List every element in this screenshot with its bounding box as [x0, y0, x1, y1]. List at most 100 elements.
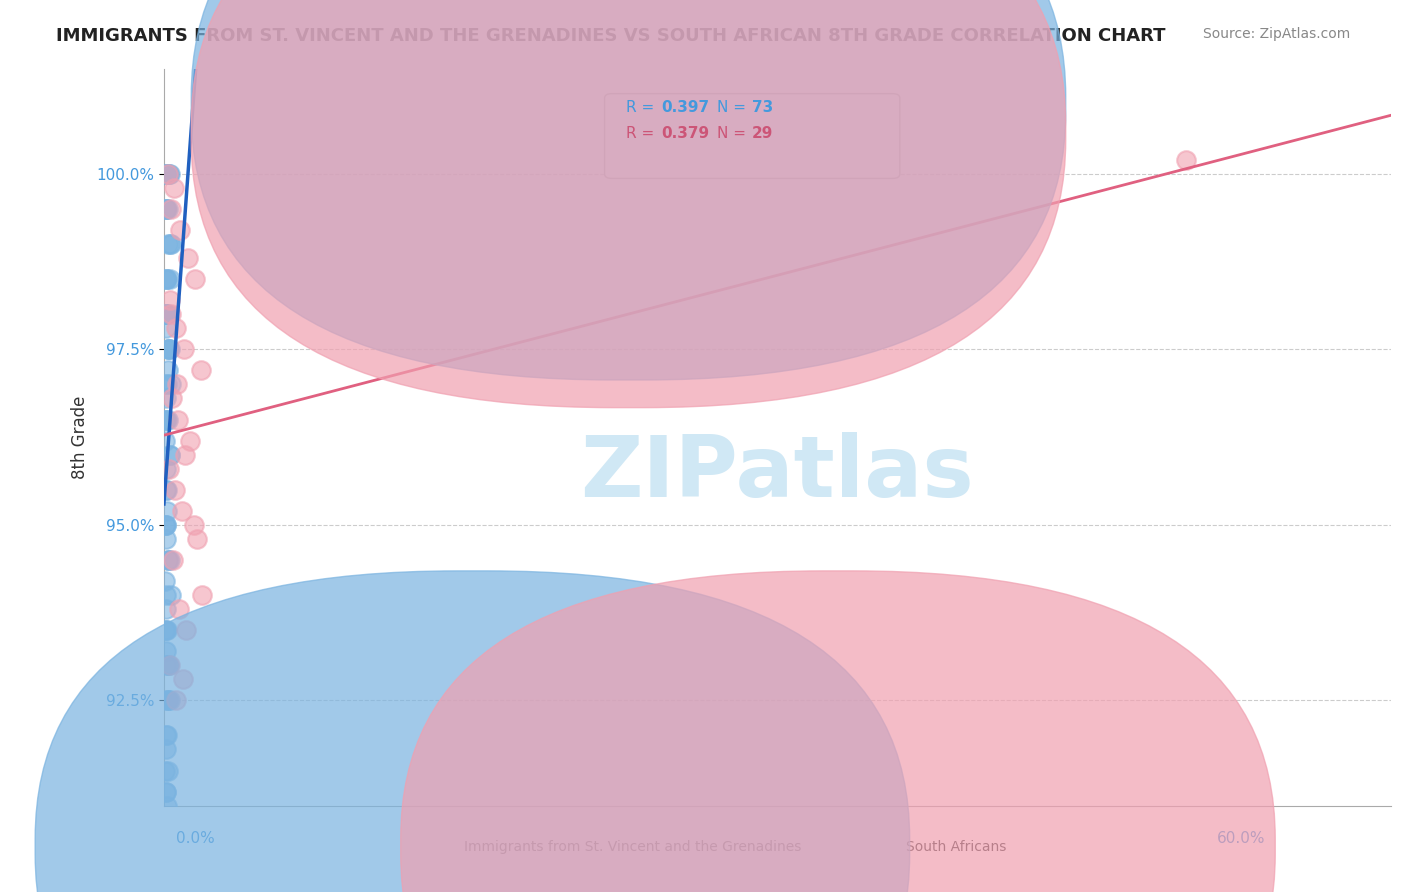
Point	[157, 167, 180, 181]
Point	[167, 412, 190, 426]
Point	[156, 728, 179, 742]
Point	[153, 412, 176, 426]
Point	[155, 202, 177, 216]
Point	[155, 272, 177, 286]
Text: 29: 29	[752, 127, 773, 141]
Point	[167, 602, 190, 616]
Point	[157, 553, 180, 567]
Point	[155, 693, 177, 707]
Point	[165, 321, 187, 335]
Point	[183, 517, 205, 532]
Point	[159, 658, 181, 673]
Point	[157, 343, 180, 357]
Point	[155, 517, 177, 532]
Point	[155, 392, 177, 406]
Point	[160, 392, 183, 406]
Point	[155, 202, 177, 216]
Point	[159, 448, 181, 462]
Point	[156, 167, 179, 181]
Point	[155, 483, 177, 497]
Point	[159, 237, 181, 252]
Point	[156, 343, 179, 357]
Point	[156, 483, 179, 497]
Point	[153, 623, 176, 637]
Point	[159, 553, 181, 567]
Point	[179, 434, 201, 448]
Point	[156, 377, 179, 392]
Point	[153, 167, 176, 181]
Point	[156, 167, 179, 181]
Point	[153, 307, 176, 321]
Point	[155, 602, 177, 616]
Point	[155, 644, 177, 658]
Point	[156, 553, 179, 567]
Point	[1175, 153, 1198, 167]
Point	[155, 202, 177, 216]
Point	[160, 588, 183, 602]
Point	[162, 553, 184, 567]
Point	[177, 251, 200, 265]
Point	[156, 167, 179, 181]
Point	[183, 272, 205, 286]
Point	[157, 693, 180, 707]
Text: R =: R =	[626, 127, 659, 141]
Point	[153, 307, 176, 321]
Point	[156, 623, 179, 637]
Point	[156, 693, 179, 707]
Point	[159, 343, 181, 357]
Point	[156, 764, 179, 778]
Point	[159, 448, 181, 462]
Text: 0.379: 0.379	[661, 127, 709, 141]
Point	[155, 307, 177, 321]
Point	[156, 798, 179, 813]
Point	[156, 307, 179, 321]
Point	[155, 742, 177, 756]
Point	[172, 504, 194, 518]
Point	[155, 623, 177, 637]
Point	[159, 293, 181, 308]
Point	[186, 532, 208, 546]
Point	[157, 237, 180, 252]
Text: 60.0%: 60.0%	[1218, 831, 1265, 846]
Text: South Africans: South Africans	[905, 840, 1007, 855]
Point	[160, 377, 183, 392]
Point	[155, 517, 177, 532]
Text: 0.397: 0.397	[661, 100, 709, 114]
Point	[155, 321, 177, 335]
Point	[155, 728, 177, 742]
Point	[153, 764, 176, 778]
Text: 73: 73	[752, 100, 773, 114]
Point	[190, 363, 212, 377]
Point	[155, 167, 177, 181]
Point	[174, 448, 197, 462]
Point	[166, 377, 188, 392]
Point	[155, 377, 177, 392]
Point	[155, 461, 177, 475]
Point	[156, 202, 179, 216]
Point	[159, 272, 181, 286]
Text: Source: ZipAtlas.com: Source: ZipAtlas.com	[1202, 27, 1350, 41]
Point	[155, 658, 177, 673]
Point	[155, 412, 177, 426]
Point	[155, 588, 177, 602]
Point	[155, 307, 177, 321]
Point	[159, 693, 181, 707]
Point	[160, 307, 183, 321]
Text: N =: N =	[717, 127, 751, 141]
Point	[172, 673, 194, 687]
Text: 0.0%: 0.0%	[176, 831, 215, 846]
Point	[157, 461, 180, 475]
Text: N =: N =	[717, 100, 751, 114]
Point	[156, 504, 179, 518]
Point	[173, 343, 195, 357]
Point	[155, 412, 177, 426]
Text: IMMIGRANTS FROM ST. VINCENT AND THE GRENADINES VS SOUTH AFRICAN 8TH GRADE CORREL: IMMIGRANTS FROM ST. VINCENT AND THE GREN…	[56, 27, 1166, 45]
Text: Immigrants from St. Vincent and the Grenadines: Immigrants from St. Vincent and the Gren…	[464, 840, 801, 855]
Point	[155, 784, 177, 798]
Point	[190, 588, 212, 602]
Point	[156, 363, 179, 377]
Point	[157, 343, 180, 357]
Point	[155, 272, 177, 286]
Point	[159, 167, 181, 181]
Point	[153, 574, 176, 588]
